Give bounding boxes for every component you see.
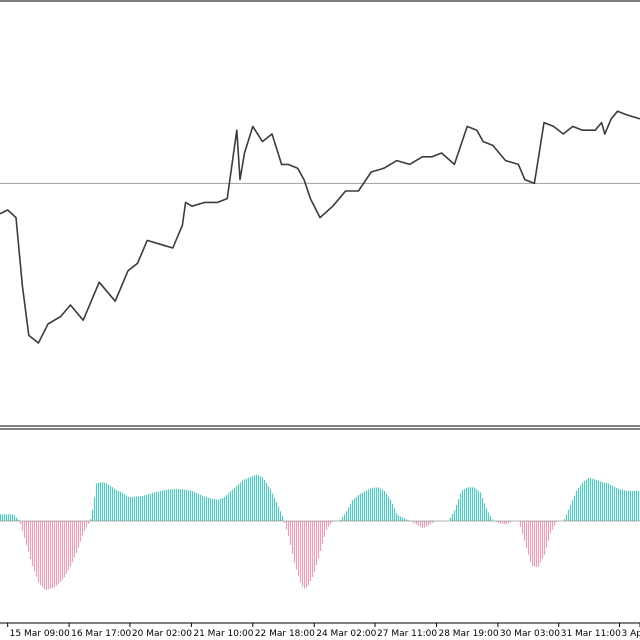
time-tick-label: 3 Apr 19:00 [622, 629, 640, 639]
time-tick-label: 21 Mar 10:00 [193, 629, 253, 639]
time-tick-label: 27 Mar 11:00 [377, 629, 437, 639]
price-panel [0, 110, 640, 344]
time-tick-label: 15 Mar 09:00 [10, 629, 70, 639]
time-tick-label: 20 Mar 02:00 [132, 629, 192, 639]
price-series-line [0, 110, 640, 344]
oscillator-panel [0, 474, 640, 590]
time-tick-label: 16 Mar 17:00 [71, 629, 131, 639]
time-tick-label: 31 Mar 11:00 [561, 629, 621, 639]
time-tick-label: 22 Mar 18:00 [255, 629, 315, 639]
time-tick-label: 24 Mar 02:00 [316, 629, 376, 639]
time-tick-label: 28 Mar 19:00 [438, 629, 498, 639]
time-tick-label: 30 Mar 03:00 [500, 629, 560, 639]
time-axis: 15 Mar 09:00 16 Mar 17:00 20 Mar 02:00 21 M… [7, 623, 640, 639]
